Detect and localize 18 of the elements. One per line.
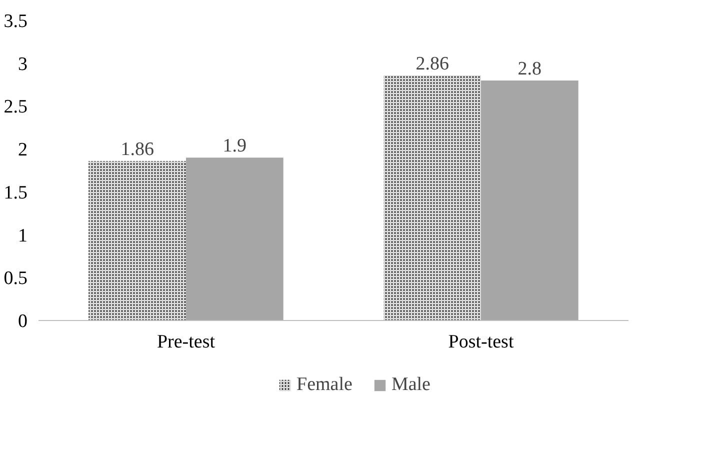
data-label: 2.8 (518, 58, 542, 80)
y-tick-label: 0.5 (4, 268, 28, 290)
bar (186, 158, 284, 320)
y-tick-label: 2.5 (4, 96, 28, 118)
data-label: 2.86 (416, 53, 449, 74)
legend-label: Male (391, 374, 430, 396)
data-label: 1.86 (120, 139, 154, 160)
y-tick-label: 2 (18, 140, 28, 161)
y-tick-label: 1 (18, 225, 28, 246)
x-tick-label: Post-test (448, 332, 514, 352)
y-tick-label: 3 (18, 54, 28, 75)
bar (481, 80, 578, 320)
y-tick-label: 0 (18, 311, 28, 332)
y-tick-label: 3.5 (4, 11, 28, 32)
y-tick-label: 1.5 (4, 182, 28, 204)
data-label: 1.9 (222, 136, 247, 157)
x-tick-label: Pre-test (156, 332, 216, 352)
legend-label: Female (296, 374, 352, 396)
